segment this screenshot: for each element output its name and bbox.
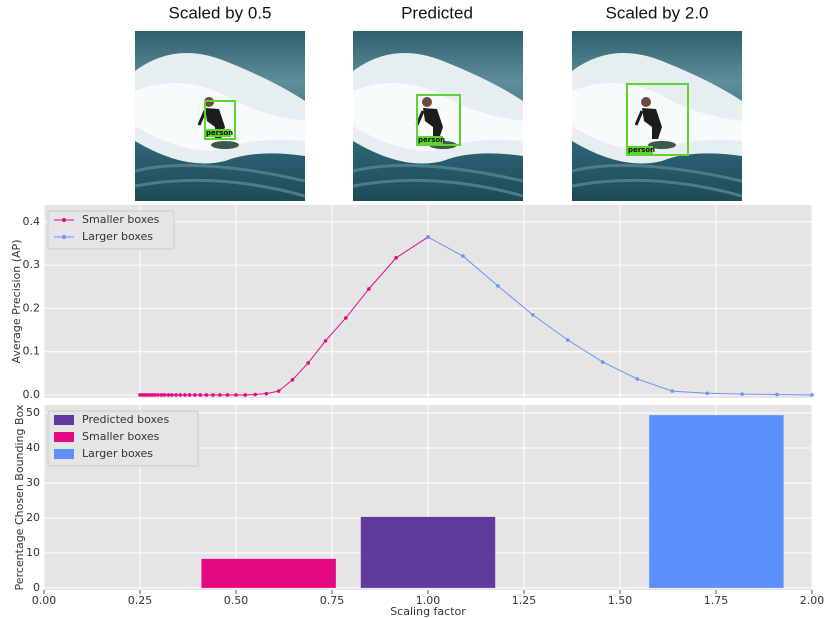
point [265,392,269,396]
legend-label: Smaller boxes [82,430,160,443]
point [198,393,202,397]
point [496,284,500,288]
point [163,393,167,397]
bbox-label: person [418,136,445,144]
point [306,361,310,365]
point [193,393,197,397]
point [367,287,371,291]
image-panel: Scaled by 2.0 person [572,3,742,201]
image-title: Predicted [401,3,473,22]
point [170,393,174,397]
point [531,313,535,317]
point [160,393,164,397]
image-panel: Predicted person [353,3,523,201]
bar [361,517,495,588]
x-tick-label: 0.75 [320,594,345,607]
point [179,393,183,397]
image-panel: Scaled by 0.5 person [135,3,305,201]
point [218,393,222,397]
legend-label: Larger boxes [82,447,153,460]
point [775,393,779,397]
legend-label: Predicted boxes [82,413,169,426]
legend-label: Smaller boxes [82,213,160,226]
point [188,393,192,397]
legend-swatch [62,218,66,222]
bbox-label: person [206,129,233,137]
x-tick-label: 0.25 [128,594,153,607]
point [205,393,209,397]
point [211,393,215,397]
point [243,393,247,397]
y-tick-label: 30 [26,476,40,489]
bar [201,559,335,588]
point [635,377,639,381]
legend-swatch [54,449,74,459]
point [670,389,674,393]
x-tick-label: 1.25 [512,594,537,607]
bbox-label: person [628,146,655,154]
y-tick-label: 0.2 [23,301,41,314]
y-tick-label: 40 [26,441,40,454]
point [156,393,160,397]
x-tick-label: 1.50 [608,594,633,607]
point [324,339,328,343]
point [153,393,157,397]
x-tick-label: 2.00 [800,594,825,607]
y-tick-label: 0 [33,581,40,594]
point [167,393,171,397]
y-tick-label: 0.3 [23,258,41,271]
y-tick-label: 0.1 [23,345,41,358]
point [461,254,465,258]
legend-label: Larger boxes [82,230,153,243]
point [277,389,281,393]
point [810,393,814,397]
point [344,316,348,320]
point [234,393,238,397]
point [566,338,570,342]
point [183,393,187,397]
point [705,391,709,395]
point [174,393,178,397]
x-tick-label: 1.75 [704,594,729,607]
point [291,378,295,382]
legend-swatch [62,235,66,239]
y-tick-label: 20 [26,511,40,524]
y-axis-label: Average Precision (AP) [10,240,23,364]
point [394,256,398,260]
x-axis-label: Scaling factor [390,605,466,618]
point [740,392,744,396]
figure: Scaled by 0.5 person Predicted person Sc… [0,0,826,618]
image-title: Scaled by 2.0 [605,3,708,22]
image-title: Scaled by 0.5 [168,3,271,22]
y-tick-label: 0.0 [23,388,41,401]
legend-swatch [54,432,74,442]
x-tick-label: 0.00 [32,594,57,607]
point [426,235,430,239]
bar [649,415,783,588]
y-axis-label: Percentage Chosen Bounding Box [13,404,26,590]
x-tick-label: 0.50 [224,594,249,607]
point [226,393,230,397]
y-tick-label: 10 [26,546,40,559]
y-tick-label: 0.4 [23,215,41,228]
y-tick-label: 50 [26,406,40,419]
point [253,393,257,397]
point [601,360,605,364]
legend-swatch [54,415,74,425]
